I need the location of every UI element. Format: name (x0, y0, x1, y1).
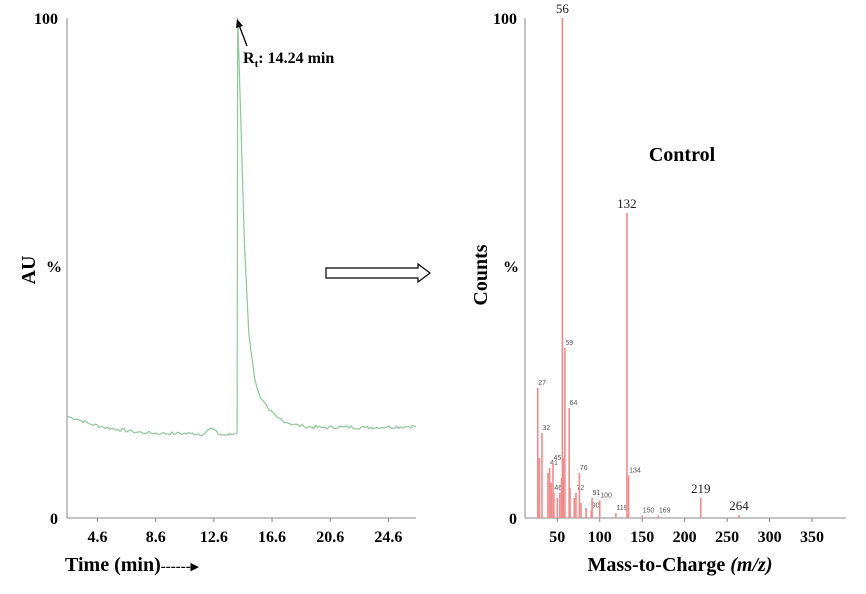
chromatogram-trace (66, 17, 417, 437)
spectrum-peak-label: 46 (554, 485, 562, 492)
chromatogram-x-axis-title-text: Time (min) (65, 554, 161, 576)
spectrum-x-tick-label: 350 (800, 529, 824, 546)
spectrum-peak-label: 32 (542, 425, 550, 432)
chromatogram-x-tick-label: 4.6 (88, 529, 108, 546)
chromatogram-panel: 100 % 0 AU 4.6 8.6 12.6 16.6 20.6 24.6 Time (… (18, 11, 417, 576)
spectrum-x-axis-title: Mass-to-Charge (m/z) (588, 554, 773, 576)
spectrum-peak-label: 91 (593, 490, 601, 497)
spectrum-y-bottom-label: 0 (509, 511, 517, 528)
chromatogram-y-bottom-label: 0 (50, 511, 58, 528)
retention-time-arrowhead (236, 19, 243, 28)
spectrum-y-top-label: 100 (493, 11, 517, 28)
spectrum-peak-label: 72 (576, 485, 584, 492)
spectrum-x-ticks: 50 100 150 200 250 300 350 (549, 518, 824, 546)
spectrum-peak-label: 59 (565, 340, 573, 347)
spectrum-peak-label: 264 (729, 498, 749, 513)
spectrum-peak-label: 132 (617, 196, 637, 211)
spectrum-x-tick-label: 150 (630, 529, 654, 546)
spectrum-x-tick-label: 50 (549, 529, 565, 546)
chromatogram-y-axis-title: AU (18, 256, 40, 285)
mass-spectrum-panel: 100 % 0 Counts Control 50 100 150 200 250 300… (470, 1, 846, 576)
chromatogram-x-tick-label: 24.6 (374, 529, 402, 546)
chromatogram-x-ticks: 4.6 8.6 12.6 16.6 20.6 24.6 (88, 518, 402, 546)
spectrum-peak-label: 41 (550, 460, 558, 467)
spectrum-y-axis-title: Counts (470, 244, 492, 305)
chromatogram-x-axis-title: Time (min)------▸ (65, 554, 200, 576)
spectrum-x-axis-title-italic: (m/z) (730, 554, 772, 576)
spectrum-peak-label: 90 (592, 503, 600, 510)
chromatogram-x-tick-label: 16.6 (258, 529, 286, 546)
spectrum-peak-label: 64 (570, 400, 578, 407)
spectrum-peak-label: 27 (538, 380, 546, 387)
spectrum-x-tick-label: 100 (588, 529, 612, 546)
spectrum-x-axis-title-text: Mass-to-Charge (588, 554, 726, 576)
chromatogram-y-mid-label: % (46, 259, 62, 276)
chromatogram-y-top-label: 100 (34, 11, 58, 28)
chromatogram-x-tick-label: 12.6 (200, 529, 228, 546)
retention-time-subscript: t (255, 58, 259, 70)
retention-time-arrow (238, 24, 248, 47)
chromatogram-x-axis-arrow: ------▸ (161, 559, 200, 575)
spectrum-x-tick-label: 200 (673, 529, 697, 546)
spectrum-peak-label: 150 (643, 508, 655, 515)
spectrum-x-tick-label: 250 (715, 529, 739, 546)
spectrum-peak-label: 45 (554, 455, 562, 462)
chromatogram-x-tick-label: 8.6 (146, 529, 166, 546)
spectrum-title: Control (649, 144, 716, 166)
right-arrow-icon (325, 262, 431, 284)
spectrum-peak-label: 169 (659, 508, 671, 515)
spectrum-peak-label: 119 (616, 505, 627, 512)
spectrum-peak-label: 100 (600, 493, 612, 500)
retention-time-value: : 14.24 min (258, 50, 334, 67)
spectrum-peak-label: 134 (629, 468, 641, 475)
chromatogram-x-tick-label: 20.6 (316, 529, 344, 546)
spectrum-x-tick-label: 300 (758, 529, 782, 546)
spectrum-y-mid-label: % (503, 259, 519, 276)
retention-time-annotation: Rt: 14.24 min (243, 50, 334, 70)
spectrum-peak-label: 219 (691, 481, 711, 496)
retention-time-r: R (243, 50, 255, 67)
spectrum-peak-label: 76 (580, 465, 588, 472)
spectrum-peak-label: 56 (556, 1, 570, 16)
